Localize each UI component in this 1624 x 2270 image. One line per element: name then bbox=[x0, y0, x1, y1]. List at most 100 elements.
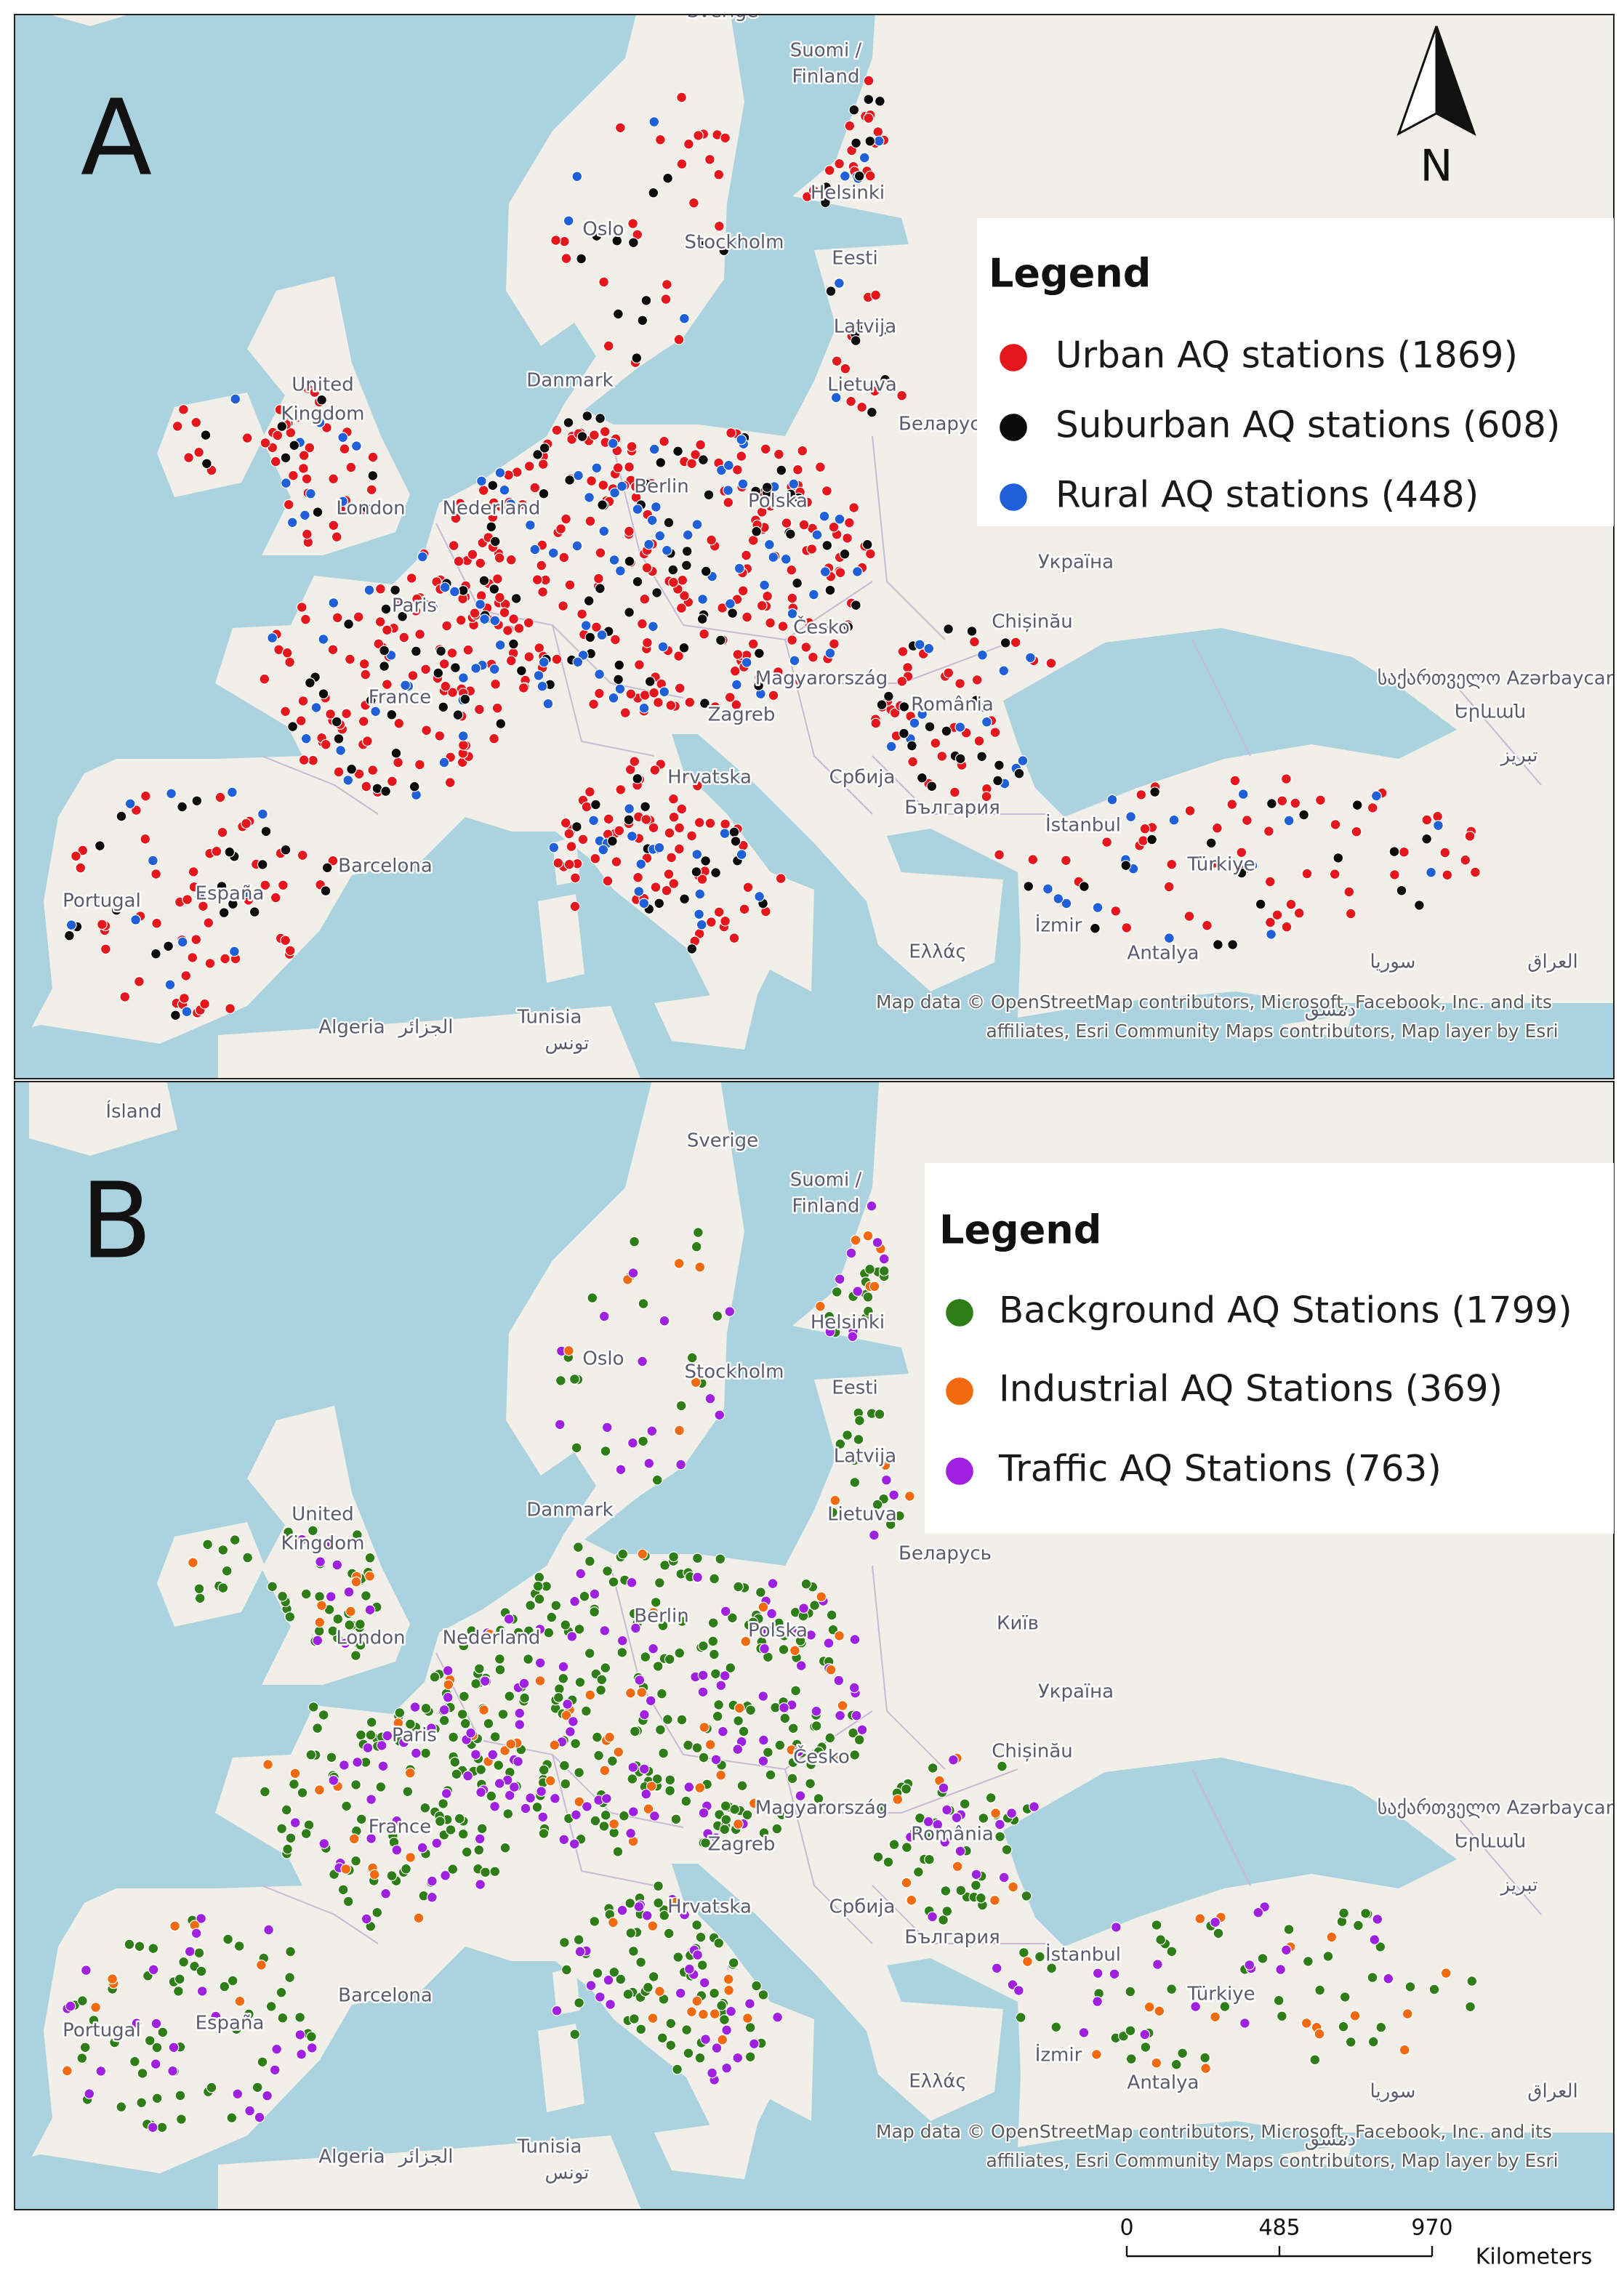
black-sea bbox=[1003, 628, 1457, 817]
station-dot bbox=[737, 585, 749, 597]
station-dot bbox=[536, 1786, 547, 1797]
station-dot bbox=[704, 1739, 716, 1750]
station-dot bbox=[731, 699, 742, 710]
place-label: Lietuva bbox=[827, 374, 897, 396]
legend-swatch bbox=[944, 1375, 976, 1407]
station-dot bbox=[210, 2011, 222, 2022]
station-dot bbox=[906, 740, 917, 752]
place-label: Finland bbox=[792, 66, 860, 88]
station-dot bbox=[295, 715, 307, 726]
station-dot bbox=[597, 499, 608, 510]
station-dot bbox=[697, 1686, 709, 1698]
station-dot bbox=[1200, 2063, 1211, 2074]
station-dot bbox=[124, 798, 136, 810]
station-dot bbox=[395, 597, 406, 608]
station-dot bbox=[561, 1964, 572, 1976]
station-dot bbox=[998, 665, 1010, 677]
station-dot bbox=[691, 848, 703, 860]
station-dot bbox=[1213, 1928, 1224, 1939]
station-dot bbox=[300, 510, 310, 521]
station-dot bbox=[640, 1651, 651, 1662]
station-dot bbox=[1322, 1950, 1334, 1962]
station-dot bbox=[435, 645, 446, 657]
station-dot bbox=[625, 688, 637, 700]
station-dot bbox=[805, 1778, 816, 1790]
station-dot bbox=[358, 716, 369, 727]
place-label: Barcelona bbox=[338, 1985, 433, 2007]
station-dot bbox=[523, 1625, 534, 1637]
legend-label: Industrial AQ Stations (369) bbox=[999, 1368, 1503, 1410]
station-dot bbox=[406, 573, 417, 584]
station-dot bbox=[277, 2012, 289, 2024]
station-dot bbox=[679, 590, 690, 601]
station-dot bbox=[339, 443, 350, 454]
station-dot bbox=[84, 2088, 95, 2099]
station-dot bbox=[736, 434, 747, 446]
station-dot bbox=[361, 781, 372, 792]
station-dot bbox=[670, 1814, 682, 1825]
station-dot bbox=[683, 138, 694, 150]
station-dot bbox=[785, 488, 796, 500]
station-dot bbox=[897, 646, 909, 657]
place-label: France bbox=[369, 1816, 431, 1838]
station-dot bbox=[901, 1783, 912, 1795]
place-label: London bbox=[336, 1627, 405, 1649]
station-dot bbox=[808, 589, 819, 600]
station-dot bbox=[272, 430, 284, 441]
station-dot bbox=[459, 1718, 471, 1729]
station-dot bbox=[1283, 815, 1295, 826]
station-dot bbox=[328, 597, 339, 608]
scale-label: 970 bbox=[1411, 2215, 1452, 2241]
station-dot bbox=[1050, 2021, 1062, 2033]
station-dot bbox=[1210, 2011, 1221, 2023]
station-dot bbox=[728, 826, 740, 838]
station-dot bbox=[616, 1647, 628, 1658]
station-dot bbox=[494, 592, 505, 603]
station-dot bbox=[337, 1884, 349, 1896]
station-dot bbox=[194, 1593, 206, 1604]
station-dot bbox=[169, 1010, 181, 1021]
station-dot bbox=[476, 1823, 488, 1835]
station-dot bbox=[488, 497, 499, 509]
station-dot bbox=[643, 1803, 654, 1814]
station-dot bbox=[518, 683, 529, 693]
station-dot bbox=[996, 1760, 1008, 1772]
station-dot bbox=[721, 2024, 732, 2036]
station-dot bbox=[523, 617, 534, 629]
station-dot bbox=[781, 518, 792, 528]
station-dot bbox=[353, 768, 365, 780]
station-dot bbox=[641, 562, 653, 573]
station-dot bbox=[676, 158, 688, 170]
station-dot bbox=[274, 404, 286, 415]
place-label: Eesti bbox=[832, 1377, 877, 1399]
station-dot bbox=[628, 1608, 640, 1619]
station-dot bbox=[603, 340, 614, 352]
station-dot bbox=[364, 1571, 376, 1582]
station-dot bbox=[374, 616, 386, 627]
station-dot bbox=[398, 632, 410, 643]
station-dot bbox=[787, 592, 798, 604]
place-label: تونس bbox=[544, 2162, 589, 2184]
station-dot bbox=[594, 688, 605, 699]
station-dot bbox=[676, 603, 687, 613]
station-dot bbox=[833, 278, 845, 289]
station-dot bbox=[257, 808, 268, 820]
station-dot bbox=[449, 586, 460, 597]
station-dot bbox=[605, 1999, 616, 2010]
station-dot bbox=[864, 135, 876, 147]
station-dot bbox=[830, 392, 842, 403]
station-dot bbox=[659, 686, 670, 698]
station-dot bbox=[307, 1702, 319, 1712]
station-dot bbox=[784, 528, 796, 540]
station-dot bbox=[1421, 814, 1433, 826]
station-dot bbox=[362, 1742, 374, 1753]
station-dot bbox=[538, 656, 550, 668]
station-dot bbox=[696, 919, 707, 930]
station-dot bbox=[489, 1800, 500, 1812]
station-dot bbox=[393, 757, 403, 768]
station-dot bbox=[426, 1723, 437, 1734]
station-dot bbox=[1151, 1919, 1162, 1931]
station-dot bbox=[676, 92, 687, 103]
station-dot bbox=[280, 844, 292, 856]
place-label: Oslo bbox=[582, 219, 624, 241]
